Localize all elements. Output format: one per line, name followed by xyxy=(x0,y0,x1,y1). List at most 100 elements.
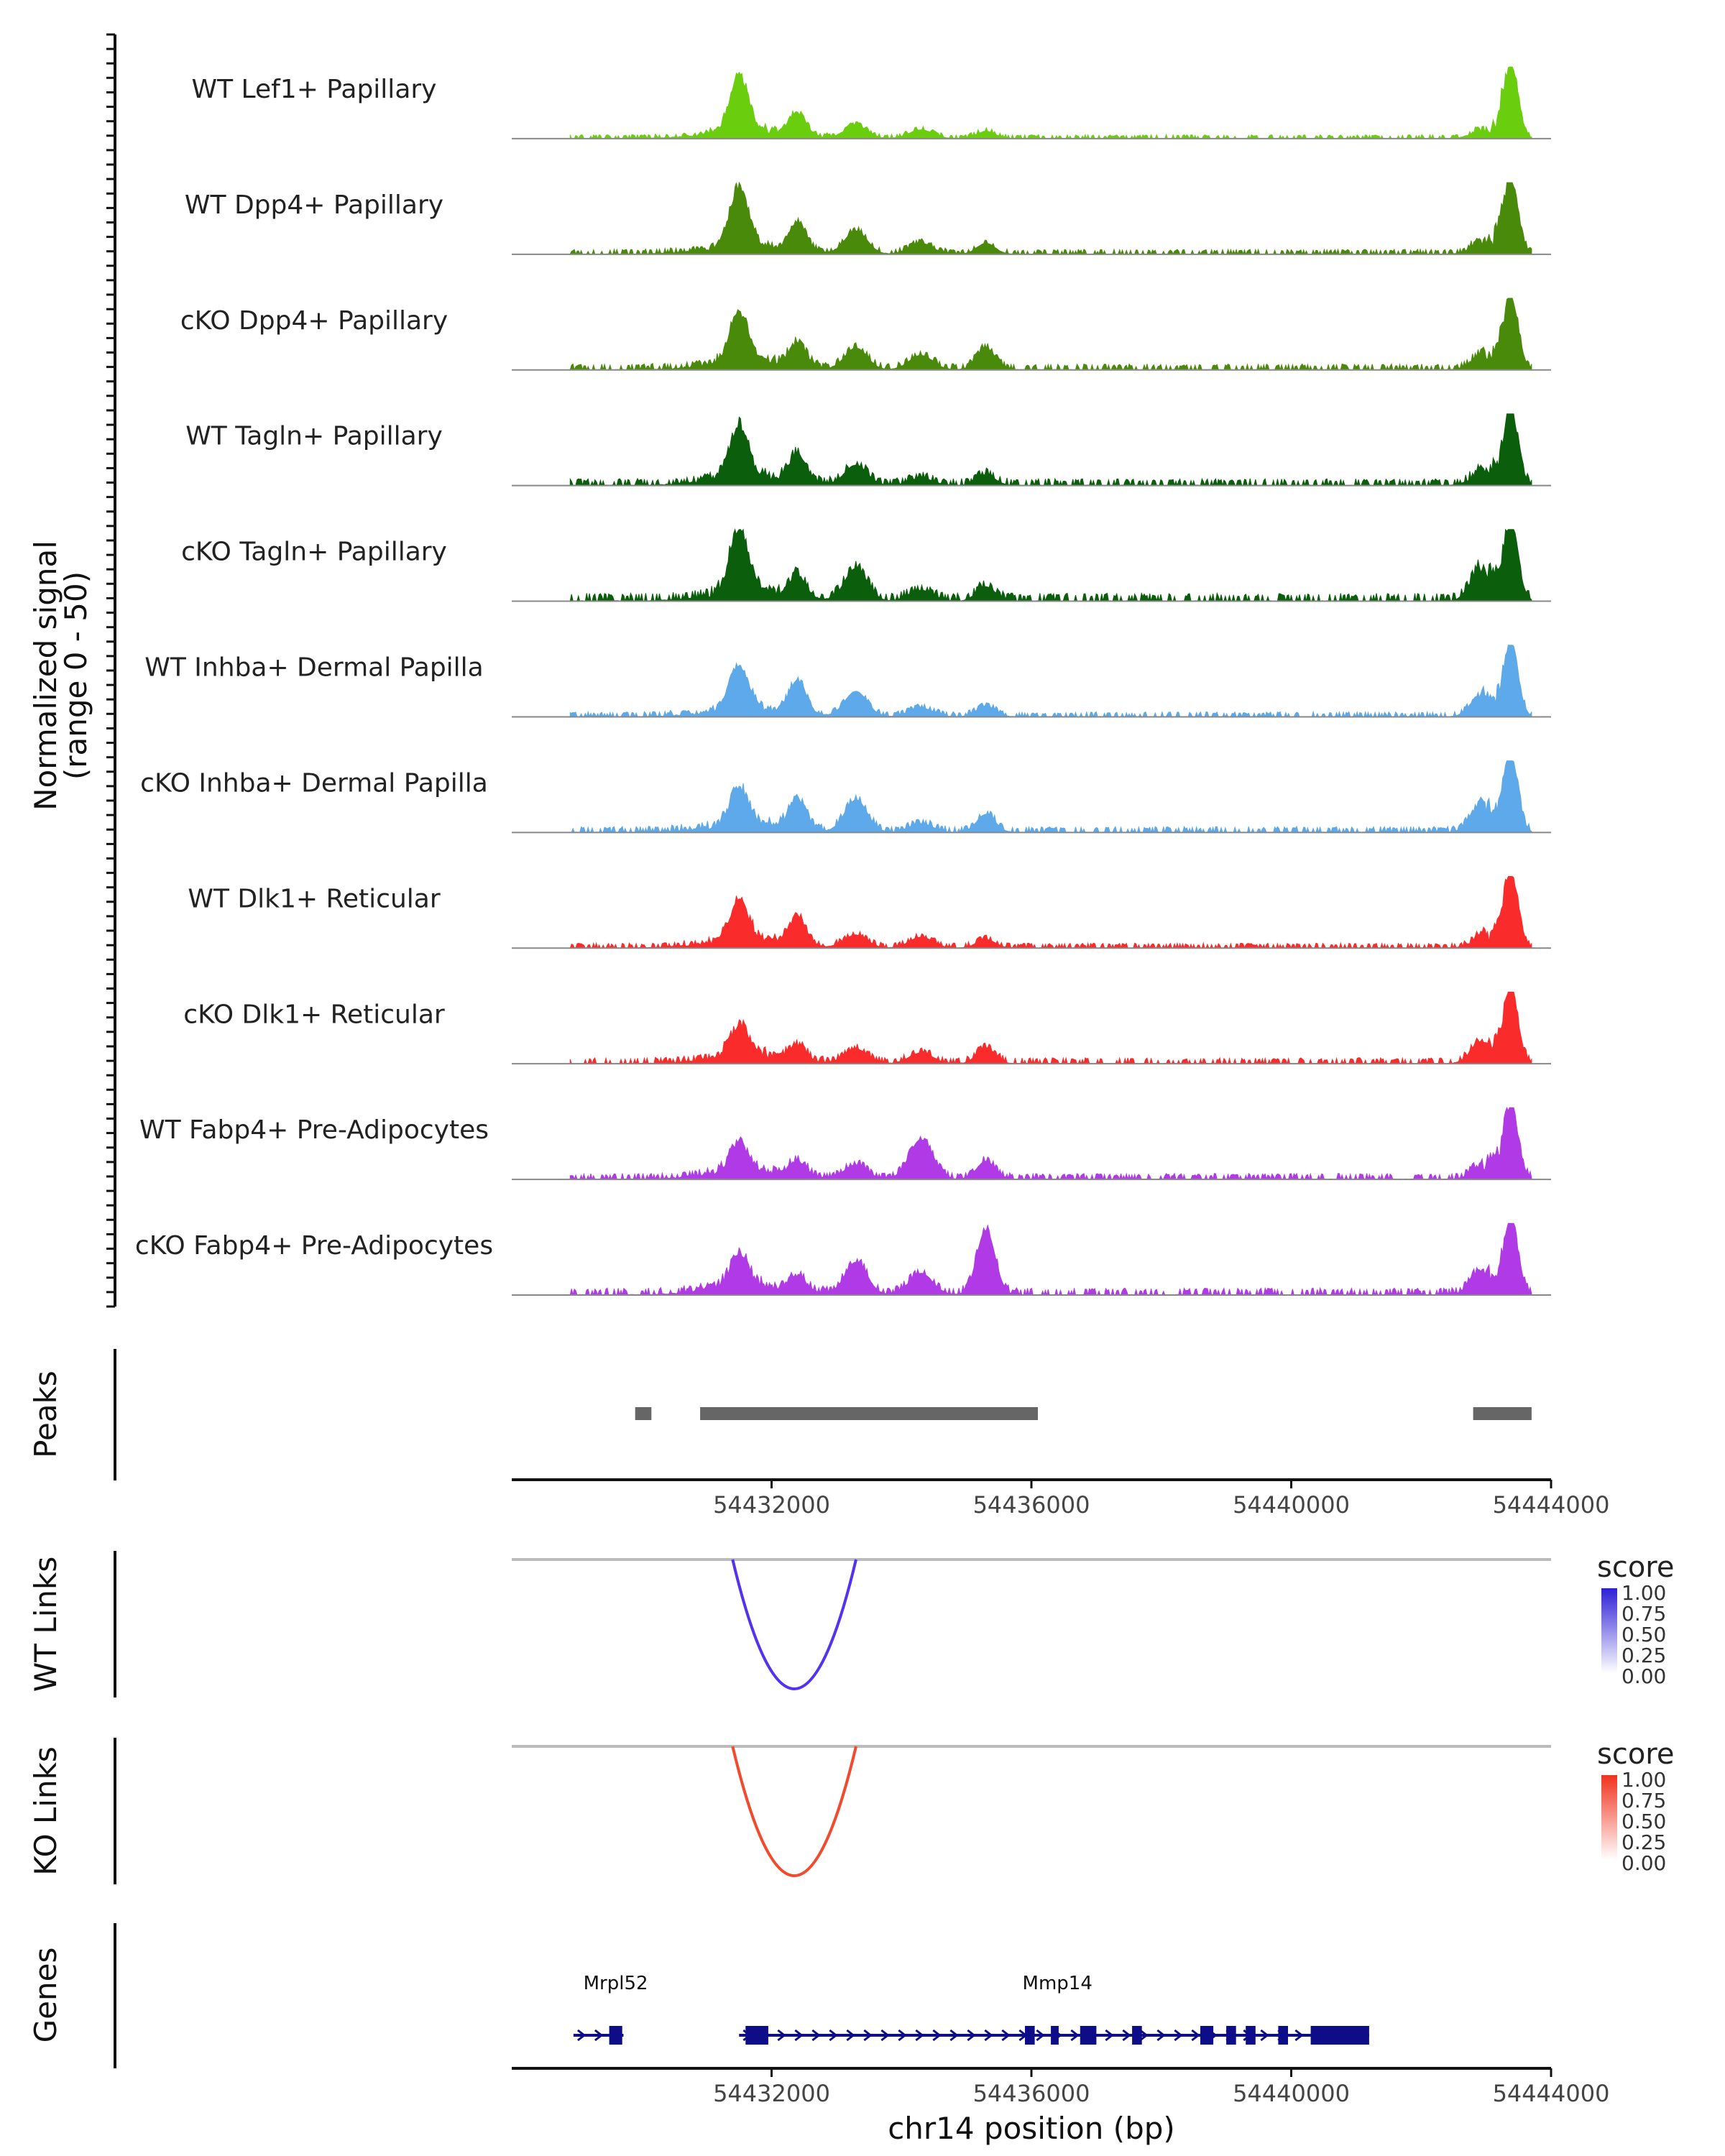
legend-tick-label: 0.50 xyxy=(1622,1623,1666,1646)
legend-tick-label: 0.50 xyxy=(1622,1810,1666,1833)
peaks-track-label: Peaks xyxy=(28,1370,63,1458)
strand-arrow xyxy=(1260,2029,1269,2042)
strand-arrow xyxy=(984,2029,993,2042)
coverage-track-10: WT Fabp4+ Pre-Adipocytes xyxy=(139,1106,1551,1181)
gene-exon xyxy=(1132,2026,1142,2045)
coverage-area xyxy=(569,1222,1532,1296)
peaks-x-ticks: 54432000 54436000 54440000 54444000 xyxy=(713,1480,1609,1519)
track-label: WT Fabp4+ Pre-Adipocytes xyxy=(139,1115,489,1145)
strand-arrow xyxy=(949,2029,959,2042)
gene-exon xyxy=(745,2026,768,2045)
legend-tick-label: 1.00 xyxy=(1622,1768,1666,1792)
strand-arrow xyxy=(1001,2029,1011,2042)
legend-tick-label: 0.75 xyxy=(1622,1602,1666,1626)
coverage-track-9: cKO Dlk1+ Reticular xyxy=(183,991,1551,1065)
gene-exon xyxy=(1200,2026,1214,2045)
legend-tick-label: 0.25 xyxy=(1622,1830,1666,1854)
link-arc xyxy=(731,1746,857,1877)
track-label: cKO Dpp4+ Papillary xyxy=(180,306,448,336)
strand-arrow xyxy=(811,2029,821,2042)
strand-arrow xyxy=(1036,2029,1045,2042)
links-track-label: WT Links xyxy=(28,1557,63,1692)
strand-arrow xyxy=(1294,2029,1304,2042)
coverage-area xyxy=(569,1106,1532,1181)
gene-exon xyxy=(1278,2026,1288,2045)
gene-exon xyxy=(1226,2026,1236,2045)
strand-arrow xyxy=(880,2029,890,2042)
peak-region xyxy=(700,1407,1038,1420)
peak-region xyxy=(635,1407,652,1420)
gene-label: Mrpl52 xyxy=(584,1973,648,1994)
x-tick-label: 54436000 xyxy=(973,2080,1090,2107)
x-tick-label: 54432000 xyxy=(713,2080,830,2107)
track-label: cKO Inhba+ Dermal Papilla xyxy=(140,768,488,798)
gene-exon xyxy=(609,2026,622,2045)
coverage-track-4: WT Tagln+ Papillary xyxy=(185,413,1551,487)
strand-arrow xyxy=(863,2029,873,2042)
gene-models: Mrpl52 Mmp14 xyxy=(573,1973,1369,2045)
track-label: cKO Tagln+ Papillary xyxy=(181,538,447,567)
x-axis-title: chr14 position (bp) xyxy=(888,2111,1175,2146)
legend-title: score xyxy=(1597,1738,1674,1771)
legend-tick-label: 0.00 xyxy=(1622,1664,1666,1688)
coverage-area xyxy=(569,181,1532,256)
coverage-track-5: cKO Tagln+ Papillary xyxy=(181,528,1551,603)
coverage-area xyxy=(569,645,1532,719)
strand-arrow xyxy=(1191,2029,1200,2042)
gene-label: Mmp14 xyxy=(1023,1973,1092,1994)
gene-exon xyxy=(1310,2026,1369,2045)
track-label: cKO Fabp4+ Pre-Adipocytes xyxy=(135,1231,493,1261)
strand-arrow xyxy=(576,2029,586,2042)
signal-y-sublabel: (range 0 - 50) xyxy=(58,571,93,780)
genes-track-label: Genes xyxy=(28,1948,63,2043)
legend-colorbar xyxy=(1601,1588,1617,1673)
gene-exon xyxy=(1080,2026,1097,2045)
coverage-track-7: cKO Inhba+ Dermal Papilla xyxy=(140,760,1551,834)
x-tick-label: 54440000 xyxy=(1233,1491,1350,1519)
coverage-area xyxy=(569,876,1532,950)
genes-x-ticks: 54432000 54436000 54440000 54444000 xyxy=(713,2068,1609,2107)
track-label: WT Lef1+ Papillary xyxy=(192,75,437,104)
strand-arrow xyxy=(777,2029,786,2042)
strand-arrow xyxy=(794,2029,804,2042)
peaks-regions xyxy=(635,1407,1532,1420)
links-track-label: KO Links xyxy=(28,1746,63,1876)
coverage-track-1: WT Lef1+ Papillary xyxy=(192,66,1551,140)
gene-exon xyxy=(1051,2026,1059,2045)
coverage-tracks: WT Lef1+ Papillary WT Dpp4+ Papillary cKO … xyxy=(135,66,1551,1296)
coverage-track-2: WT Dpp4+ Papillary xyxy=(185,181,1551,256)
strand-arrow xyxy=(1174,2029,1183,2042)
signal-y-ticks xyxy=(106,33,115,1308)
x-tick-label: 54432000 xyxy=(713,1491,830,1519)
x-tick-label: 54444000 xyxy=(1493,2080,1610,2107)
track-label: WT Tagln+ Papillary xyxy=(185,422,443,451)
strand-arrow xyxy=(1070,2029,1080,2042)
coverage-area xyxy=(569,760,1532,834)
gene-mmp14: Mmp14 xyxy=(739,1973,1369,2045)
strand-arrow xyxy=(829,2029,838,2042)
strand-arrow xyxy=(967,2029,976,2042)
legend-colorbar xyxy=(1601,1775,1617,1860)
gene-exon xyxy=(1246,2026,1256,2045)
legend-tick-label: 0.00 xyxy=(1622,1851,1666,1875)
legend-tick-label: 1.00 xyxy=(1622,1581,1666,1605)
track-label: WT Dlk1+ Reticular xyxy=(188,884,440,913)
legend-tick-label: 0.25 xyxy=(1622,1644,1666,1667)
coverage-area xyxy=(569,528,1532,603)
coverage-track-3: cKO Dpp4+ Papillary xyxy=(180,298,1551,372)
coverage-track-6: WT Inhba+ Dermal Papilla xyxy=(144,645,1551,719)
peak-region xyxy=(1473,1407,1532,1420)
strand-arrow xyxy=(846,2029,855,2042)
strand-arrow xyxy=(932,2029,942,2042)
gene-exon xyxy=(1025,2026,1035,2045)
track-label: cKO Dlk1+ Reticular xyxy=(183,1000,445,1029)
coverage-area xyxy=(569,66,1532,140)
coverage-track-8: WT Dlk1+ Reticular xyxy=(188,876,1551,950)
x-tick-label: 54436000 xyxy=(973,1491,1090,1519)
gene-mrpl52: Mrpl52 xyxy=(573,1973,648,2045)
x-tick-label: 54440000 xyxy=(1233,2080,1350,2107)
